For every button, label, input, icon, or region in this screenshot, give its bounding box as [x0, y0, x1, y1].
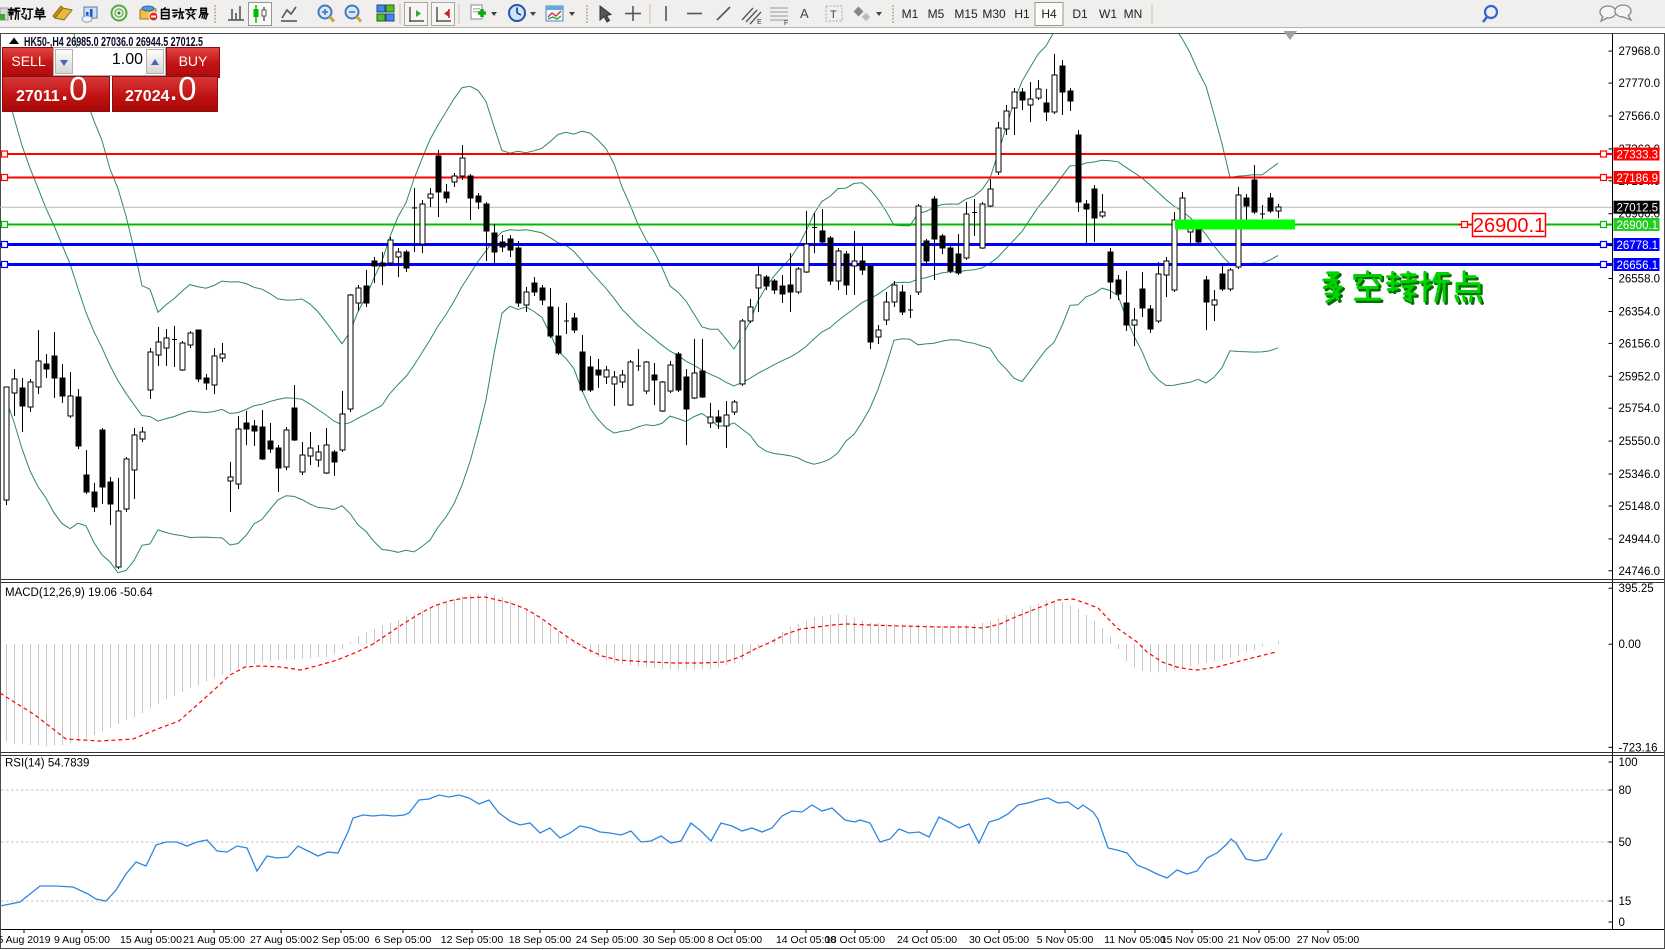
svg-text:D1: D1 [1072, 7, 1088, 21]
svg-text:26354.0: 26354.0 [1619, 307, 1661, 319]
svg-text:27012.5: 27012.5 [1617, 203, 1659, 215]
svg-text:MACD(12,26,9) 19.06 -50.64: MACD(12,26,9) 19.06 -50.64 [5, 587, 153, 599]
svg-text:9 Aug 05:00: 9 Aug 05:00 [54, 934, 110, 946]
svg-text:24 Sep 05:00: 24 Sep 05:00 [576, 934, 639, 946]
svg-text:H4: H4 [1041, 7, 1057, 21]
svg-text:27566.0: 27566.0 [1619, 111, 1661, 123]
svg-text:15: 15 [1619, 896, 1632, 908]
svg-text:100: 100 [1619, 757, 1638, 769]
svg-text:26156.0: 26156.0 [1619, 338, 1661, 350]
svg-text:6 Sep 05:00: 6 Sep 05:00 [375, 934, 432, 946]
svg-text:26656.1: 26656.1 [1617, 260, 1659, 272]
svg-text:25148.0: 25148.0 [1619, 501, 1661, 513]
svg-text:50: 50 [1619, 837, 1632, 849]
svg-text:5 Nov 05:00: 5 Nov 05:00 [1037, 934, 1094, 946]
svg-text:W1: W1 [1099, 7, 1117, 21]
svg-text:21 Aug 05:00: 21 Aug 05:00 [183, 934, 245, 946]
svg-text:27186.9: 27186.9 [1617, 173, 1659, 185]
svg-text:27 Aug 05:00: 27 Aug 05:00 [250, 934, 312, 946]
svg-text:M1: M1 [902, 7, 919, 21]
svg-text:M15: M15 [954, 7, 978, 21]
svg-text:18 Oct 05:00: 18 Oct 05:00 [825, 934, 885, 946]
svg-text:18 Sep 05:00: 18 Sep 05:00 [509, 934, 572, 946]
svg-text:30 Oct 05:00: 30 Oct 05:00 [969, 934, 1029, 946]
svg-text:HK50-,H4 26985.0 27036.0 2694: HK50-,H4 26985.0 27036.0 26944.5 27012.5 [24, 35, 203, 49]
svg-text:2 Sep 05:00: 2 Sep 05:00 [313, 934, 370, 946]
svg-text:15 Nov 05:00: 15 Nov 05:00 [1161, 934, 1224, 946]
svg-text:5 Aug 2019: 5 Aug 2019 [0, 934, 51, 946]
svg-text:12 Sep 05:00: 12 Sep 05:00 [441, 934, 504, 946]
svg-text:15 Aug 05:00: 15 Aug 05:00 [120, 934, 182, 946]
svg-text:T: T [830, 9, 837, 21]
svg-text:24746.0: 24746.0 [1619, 566, 1661, 578]
svg-text:25550.0: 25550.0 [1619, 436, 1661, 448]
svg-text:A: A [800, 6, 809, 21]
svg-text:0.00: 0.00 [1619, 639, 1641, 651]
svg-text:27770.0: 27770.0 [1619, 78, 1661, 90]
svg-text:21 Nov 05:00: 21 Nov 05:00 [1228, 934, 1291, 946]
svg-text:25346.0: 25346.0 [1619, 469, 1661, 481]
svg-text:26900.1: 26900.1 [1617, 220, 1659, 232]
svg-text:F: F [784, 20, 788, 27]
svg-text:26558.0: 26558.0 [1619, 274, 1661, 286]
svg-text:24 Oct 05:00: 24 Oct 05:00 [897, 934, 957, 946]
svg-text:30 Sep 05:00: 30 Sep 05:00 [643, 934, 706, 946]
svg-text:24944.0: 24944.0 [1619, 534, 1661, 546]
svg-text:H1: H1 [1014, 7, 1030, 21]
svg-text:0: 0 [1619, 917, 1625, 929]
svg-text:27 Nov 05:00: 27 Nov 05:00 [1297, 934, 1360, 946]
svg-text:25952.0: 25952.0 [1619, 371, 1661, 383]
svg-text:14 Oct 05:00: 14 Oct 05:00 [776, 934, 836, 946]
svg-text:25754.0: 25754.0 [1619, 403, 1661, 415]
svg-text:27968.0: 27968.0 [1619, 46, 1661, 58]
svg-text:26778.1: 26778.1 [1617, 240, 1659, 252]
svg-text:11 Nov 05:00: 11 Nov 05:00 [1104, 934, 1166, 946]
svg-text:80: 80 [1619, 785, 1632, 797]
svg-text:M30: M30 [982, 7, 1006, 21]
svg-text:E: E [757, 19, 762, 26]
svg-text:395.25: 395.25 [1619, 583, 1654, 595]
svg-text:MN: MN [1124, 7, 1143, 21]
svg-text:-723.16: -723.16 [1619, 742, 1658, 754]
svg-text:8 Oct 05:00: 8 Oct 05:00 [708, 934, 762, 946]
svg-text:26900.1: 26900.1 [1473, 215, 1545, 237]
svg-text:RSI(14) 54.7839: RSI(14) 54.7839 [5, 758, 89, 770]
svg-text:M5: M5 [928, 7, 945, 21]
svg-text:27333.3: 27333.3 [1617, 150, 1659, 162]
